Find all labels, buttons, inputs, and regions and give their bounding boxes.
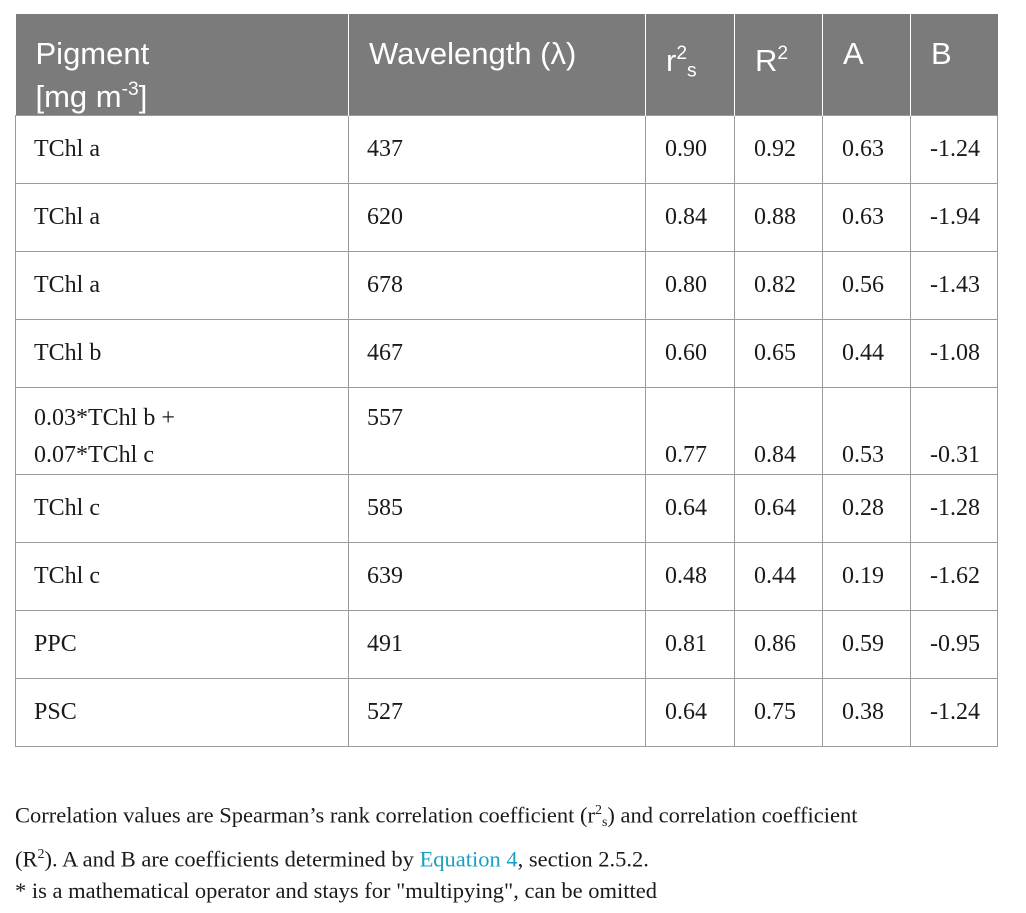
cell-rs: 0.90	[645, 114, 735, 184]
cell-R2: 0.44	[734, 541, 823, 611]
table-row: TChl a 678 0.80 0.82 0.56 -1.43	[15, 250, 998, 320]
cell-B: -1.28	[910, 473, 998, 543]
table-row: PPC 491 0.81 0.86 0.59 -0.95	[15, 609, 998, 679]
cell-B: -0.31	[910, 386, 998, 475]
cell-B: -1.24	[910, 677, 998, 747]
cell-pigment: PSC	[15, 677, 349, 747]
cell-A: 0.44	[822, 318, 911, 388]
table-row: TChl a 437 0.90 0.92 0.63 -1.24	[15, 114, 998, 184]
table-header-row: Pigment [mg m-3] Wavelength (λ) r2s R2 A…	[15, 14, 998, 116]
header-pigment: Pigment [mg m-3]	[15, 14, 349, 116]
cell-A: 0.59	[822, 609, 911, 679]
cell-A: 0.53	[822, 386, 911, 475]
cell-wavelength: 585	[348, 473, 646, 543]
table-footnotes: Correlation values are Spearman’s rank c…	[15, 795, 1015, 907]
header-rs: r2s	[645, 14, 735, 116]
cell-wavelength: 467	[348, 318, 646, 388]
cell-wavelength: 639	[348, 541, 646, 611]
header-wavelength: Wavelength (λ)	[348, 14, 646, 116]
cell-pigment: PPC	[15, 609, 349, 679]
cell-B: -1.08	[910, 318, 998, 388]
footnote-line-1: Correlation values are Spearman’s rank c…	[15, 802, 858, 830]
cell-R2: 0.64	[734, 473, 823, 543]
cell-rs: 0.77	[645, 386, 735, 475]
cell-wavelength: 527	[348, 677, 646, 747]
cell-B: -1.62	[910, 541, 998, 611]
cell-R2: 0.75	[734, 677, 823, 747]
cell-R2: 0.86	[734, 609, 823, 679]
cell-pigment: TChl a	[15, 182, 349, 252]
cell-pigment: TChl c	[15, 541, 349, 611]
cell-A: 0.28	[822, 473, 911, 543]
cell-pigment: TChl a	[15, 250, 349, 320]
cell-wavelength: 620	[348, 182, 646, 252]
cell-A: 0.63	[822, 182, 911, 252]
cell-R2: 0.82	[734, 250, 823, 320]
cell-R2: 0.65	[734, 318, 823, 388]
cell-rs: 0.80	[645, 250, 735, 320]
cell-pigment: TChl a	[15, 114, 349, 184]
cell-rs: 0.48	[645, 541, 735, 611]
cell-rs: 0.64	[645, 677, 735, 747]
pigment-regression-table-container: Pigment [mg m-3] Wavelength (λ) r2s R2 A…	[15, 14, 998, 747]
cell-rs: 0.60	[645, 318, 735, 388]
cell-pigment: TChl c	[15, 473, 349, 543]
cell-pigment: TChl b	[15, 318, 349, 388]
cell-A: 0.19	[822, 541, 911, 611]
footnote-line-2: (R2). A and B are coefficients determine…	[15, 846, 649, 872]
cell-R2: 0.92	[734, 114, 823, 184]
table-row: TChl a 620 0.84 0.88 0.63 -1.94	[15, 182, 998, 252]
cell-wavelength: 557	[348, 386, 646, 475]
equation-4-link[interactable]: Equation 4	[419, 846, 518, 872]
table-row: PSC 527 0.64 0.75 0.38 -1.24	[15, 677, 998, 747]
table-row: TChl b 467 0.60 0.65 0.44 -1.08	[15, 318, 998, 388]
header-B: B	[910, 14, 998, 116]
pigment-regression-table: Pigment [mg m-3] Wavelength (λ) r2s R2 A…	[15, 14, 998, 747]
cell-rs: 0.81	[645, 609, 735, 679]
table-row: 0.03*TChl b + 0.07*TChl c 557 0.77 0.84 …	[15, 386, 998, 475]
header-R2: R2	[734, 14, 823, 116]
cell-B: -1.94	[910, 182, 998, 252]
cell-rs: 0.64	[645, 473, 735, 543]
cell-wavelength: 437	[348, 114, 646, 184]
cell-pigment: 0.03*TChl b + 0.07*TChl c	[15, 386, 349, 475]
cell-B: -0.95	[910, 609, 998, 679]
table-row: TChl c 639 0.48 0.44 0.19 -1.62	[15, 541, 998, 611]
cell-A: 0.63	[822, 114, 911, 184]
cell-A: 0.38	[822, 677, 911, 747]
header-A: A	[822, 14, 911, 116]
cell-B: -1.43	[910, 250, 998, 320]
cell-wavelength: 678	[348, 250, 646, 320]
footnote-line-3: * is a mathematical operator and stays f…	[15, 878, 657, 904]
cell-rs: 0.84	[645, 182, 735, 252]
cell-R2: 0.84	[734, 386, 823, 475]
cell-wavelength: 491	[348, 609, 646, 679]
cell-B: -1.24	[910, 114, 998, 184]
table-row: TChl c 585 0.64 0.64 0.28 -1.28	[15, 473, 998, 543]
cell-R2: 0.88	[734, 182, 823, 252]
cell-A: 0.56	[822, 250, 911, 320]
